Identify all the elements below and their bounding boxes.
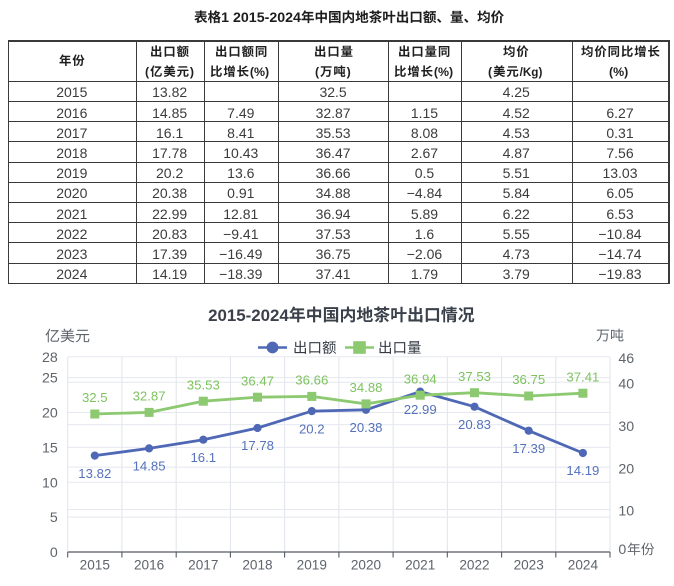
svg-text:(%): (%) bbox=[609, 65, 628, 79]
svg-text:20.83: 20.83 bbox=[458, 417, 491, 432]
svg-text:22.99: 22.99 bbox=[404, 402, 437, 417]
svg-text:2017: 2017 bbox=[188, 558, 218, 573]
svg-text:15: 15 bbox=[42, 441, 58, 457]
svg-text:20: 20 bbox=[42, 406, 58, 422]
svg-text:2024: 2024 bbox=[568, 558, 599, 573]
svg-text:): ) bbox=[347, 65, 351, 79]
svg-text:10: 10 bbox=[42, 475, 58, 491]
svg-text:2016: 2016 bbox=[134, 558, 164, 573]
svg-text:40: 40 bbox=[618, 376, 634, 392]
svg-text:13.82: 13.82 bbox=[78, 466, 111, 481]
svg-text:1 2015-2024: 1 2015-2024 bbox=[221, 9, 301, 24]
svg-text:36.75: 36.75 bbox=[512, 372, 545, 387]
svg-text:14.19: 14.19 bbox=[566, 463, 599, 478]
svg-text:10: 10 bbox=[618, 504, 634, 520]
svg-text:(%): (%) bbox=[434, 65, 453, 79]
svg-text:30: 30 bbox=[618, 419, 634, 435]
svg-text:20: 20 bbox=[618, 461, 634, 477]
svg-text:46: 46 bbox=[618, 351, 634, 367]
svg-text:2021: 2021 bbox=[405, 558, 435, 573]
svg-text:2019: 2019 bbox=[297, 558, 327, 573]
svg-text:2015: 2015 bbox=[80, 558, 110, 573]
svg-text:37.53: 37.53 bbox=[458, 369, 491, 384]
svg-text:2020: 2020 bbox=[351, 558, 382, 573]
svg-text:20.38: 20.38 bbox=[349, 420, 382, 435]
svg-text:0: 0 bbox=[50, 545, 58, 561]
svg-text:25: 25 bbox=[42, 371, 58, 387]
svg-text:2018: 2018 bbox=[242, 558, 272, 573]
svg-text:17.39: 17.39 bbox=[512, 441, 545, 456]
svg-text:/Kg): /Kg) bbox=[519, 65, 542, 79]
svg-text:32.5: 32.5 bbox=[82, 390, 108, 405]
svg-text:0: 0 bbox=[618, 542, 626, 558]
svg-text:(%): (%) bbox=[250, 65, 269, 79]
svg-text:37.41: 37.41 bbox=[566, 369, 599, 384]
svg-text:2023: 2023 bbox=[514, 558, 544, 573]
svg-text:32.87: 32.87 bbox=[133, 389, 166, 404]
svg-text:16.1: 16.1 bbox=[190, 450, 216, 465]
svg-text:36.66: 36.66 bbox=[295, 373, 328, 388]
svg-text:(: ( bbox=[315, 65, 320, 79]
svg-text:14.85: 14.85 bbox=[133, 459, 166, 474]
svg-text:): ) bbox=[190, 65, 194, 79]
svg-text:2015-2024: 2015-2024 bbox=[208, 306, 289, 325]
svg-text:20.2: 20.2 bbox=[299, 421, 325, 436]
svg-text:17.78: 17.78 bbox=[241, 438, 274, 453]
svg-text:36.94: 36.94 bbox=[404, 371, 437, 386]
svg-text:5: 5 bbox=[50, 510, 58, 526]
svg-text:2022: 2022 bbox=[459, 558, 489, 573]
svg-text:(: ( bbox=[488, 65, 493, 79]
svg-text:35.53: 35.53 bbox=[187, 377, 220, 392]
svg-text:(: ( bbox=[145, 65, 150, 79]
svg-text:36.47: 36.47 bbox=[241, 373, 274, 388]
svg-text:28: 28 bbox=[42, 350, 58, 366]
svg-text:34.88: 34.88 bbox=[349, 380, 382, 395]
